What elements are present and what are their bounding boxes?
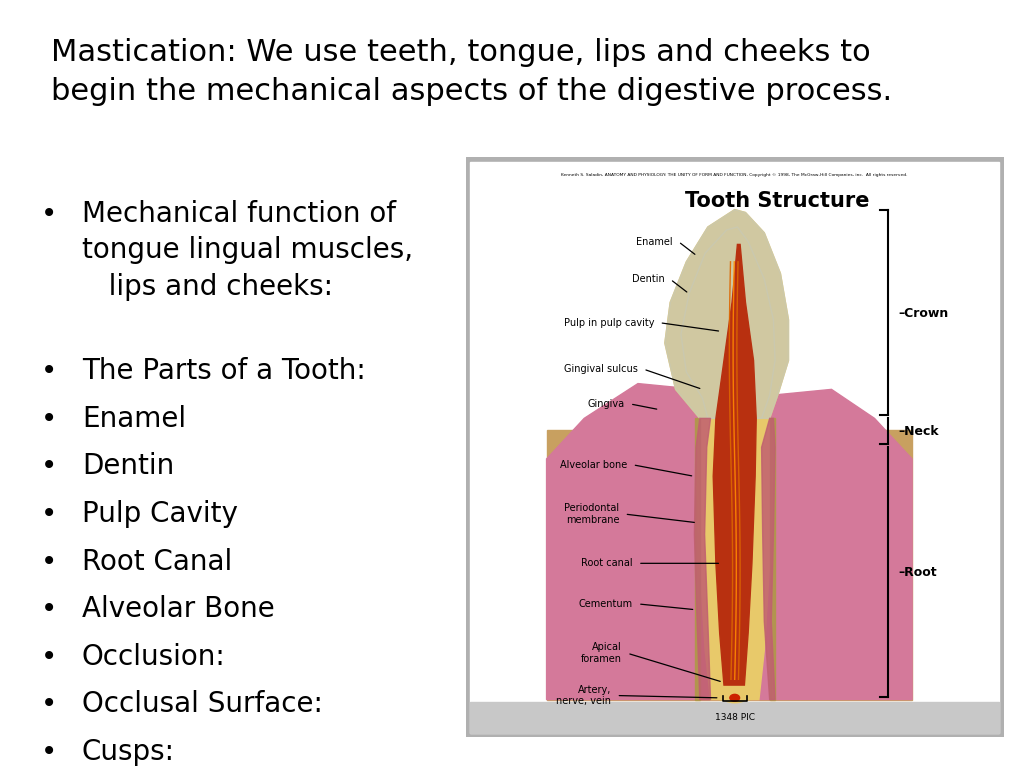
Ellipse shape [673,594,686,611]
Text: –Root: –Root [899,565,937,578]
Text: Kenneth S. Saladin, ANATOMY AND PHYSIOLOGY: THE UNITY OF FORM AND FUNCTION, Copy: Kenneth S. Saladin, ANATOMY AND PHYSIOLO… [561,173,908,177]
Text: 1348 PIC: 1348 PIC [715,713,755,722]
Text: The Parts of a Tooth:: The Parts of a Tooth: [82,357,366,385]
Text: Gingiva: Gingiva [588,399,625,409]
Ellipse shape [795,583,814,604]
Text: •: • [41,548,57,575]
Ellipse shape [566,690,580,699]
Text: Root Canal: Root Canal [82,548,232,575]
Text: Periodontal
membrane: Periodontal membrane [564,503,620,525]
Text: Mastication: We use teeth, tongue, lips and cheeks to
begin the mechanical aspec: Mastication: We use teeth, tongue, lips … [51,38,892,106]
Ellipse shape [597,554,609,579]
Text: Tooth Structure: Tooth Structure [685,191,870,211]
Ellipse shape [758,454,770,466]
Polygon shape [547,430,912,700]
Ellipse shape [882,522,890,531]
Text: •: • [41,200,57,227]
Ellipse shape [575,594,587,621]
Ellipse shape [728,570,746,594]
Text: Occlusal Surface:: Occlusal Surface: [82,690,323,718]
Ellipse shape [730,694,739,701]
Text: Gingival sulcus: Gingival sulcus [564,364,638,374]
Text: •: • [41,738,57,766]
Polygon shape [762,419,775,700]
Text: Cementum: Cementum [579,599,633,609]
Text: Dentin: Dentin [632,274,665,284]
Text: Occlusion:: Occlusion: [82,643,225,670]
Ellipse shape [847,534,864,555]
Text: •: • [41,643,57,670]
Text: •: • [41,500,57,528]
Polygon shape [694,419,711,700]
Ellipse shape [708,675,725,690]
Ellipse shape [738,568,746,576]
Text: •: • [41,405,57,432]
Ellipse shape [721,688,749,703]
Ellipse shape [841,657,853,670]
Text: –Neck: –Neck [899,425,939,439]
Ellipse shape [659,537,683,562]
Ellipse shape [719,656,730,670]
Ellipse shape [579,598,585,615]
Polygon shape [697,419,772,700]
Bar [770,419,775,700]
Polygon shape [665,210,788,419]
Ellipse shape [645,521,667,538]
Ellipse shape [558,552,580,576]
Polygon shape [665,210,788,419]
Text: Root canal: Root canal [581,558,633,568]
Ellipse shape [623,567,634,582]
Ellipse shape [804,479,811,505]
Ellipse shape [611,464,620,493]
Text: Enamel: Enamel [636,237,673,247]
Text: Alveolar bone: Alveolar bone [560,460,627,470]
Ellipse shape [799,479,810,492]
Ellipse shape [709,597,718,621]
Polygon shape [751,389,912,700]
Text: •: • [41,452,57,480]
Text: •: • [41,357,57,385]
Ellipse shape [888,484,907,502]
Ellipse shape [876,658,888,671]
Ellipse shape [826,456,839,468]
Ellipse shape [715,487,727,509]
Text: Pulp in pulp cavity: Pulp in pulp cavity [563,318,654,328]
Bar [695,419,700,700]
Text: Artery,
nerve, vein: Artery, nerve, vein [556,685,611,707]
Text: Mechanical function of
tongue lingual muscles,
   lips and cheeks:: Mechanical function of tongue lingual mu… [82,200,413,301]
Ellipse shape [731,610,752,625]
Ellipse shape [575,495,592,510]
Ellipse shape [589,598,599,611]
Text: •: • [41,595,57,623]
Ellipse shape [724,458,736,475]
Ellipse shape [606,585,623,601]
Text: •: • [41,690,57,718]
Ellipse shape [742,651,751,660]
Text: Cusps:: Cusps: [82,738,175,766]
Ellipse shape [631,441,646,472]
Text: Enamel: Enamel [82,405,186,432]
Polygon shape [547,383,719,700]
Ellipse shape [807,669,824,694]
Text: Apical
foramen: Apical foramen [581,642,622,664]
Ellipse shape [555,559,575,573]
Ellipse shape [550,663,566,684]
Ellipse shape [884,452,900,465]
Text: Dentin: Dentin [82,452,174,480]
Polygon shape [713,244,756,685]
Ellipse shape [840,498,852,512]
Ellipse shape [645,654,660,680]
Ellipse shape [550,479,572,500]
Text: Pulp Cavity: Pulp Cavity [82,500,238,528]
Text: Alveolar Bone: Alveolar Bone [82,595,274,623]
Ellipse shape [696,579,709,601]
Ellipse shape [785,489,796,503]
Ellipse shape [862,634,879,652]
Ellipse shape [653,631,673,640]
Bar [470,703,999,733]
Text: –Crown: –Crown [899,307,949,320]
Ellipse shape [629,546,640,561]
